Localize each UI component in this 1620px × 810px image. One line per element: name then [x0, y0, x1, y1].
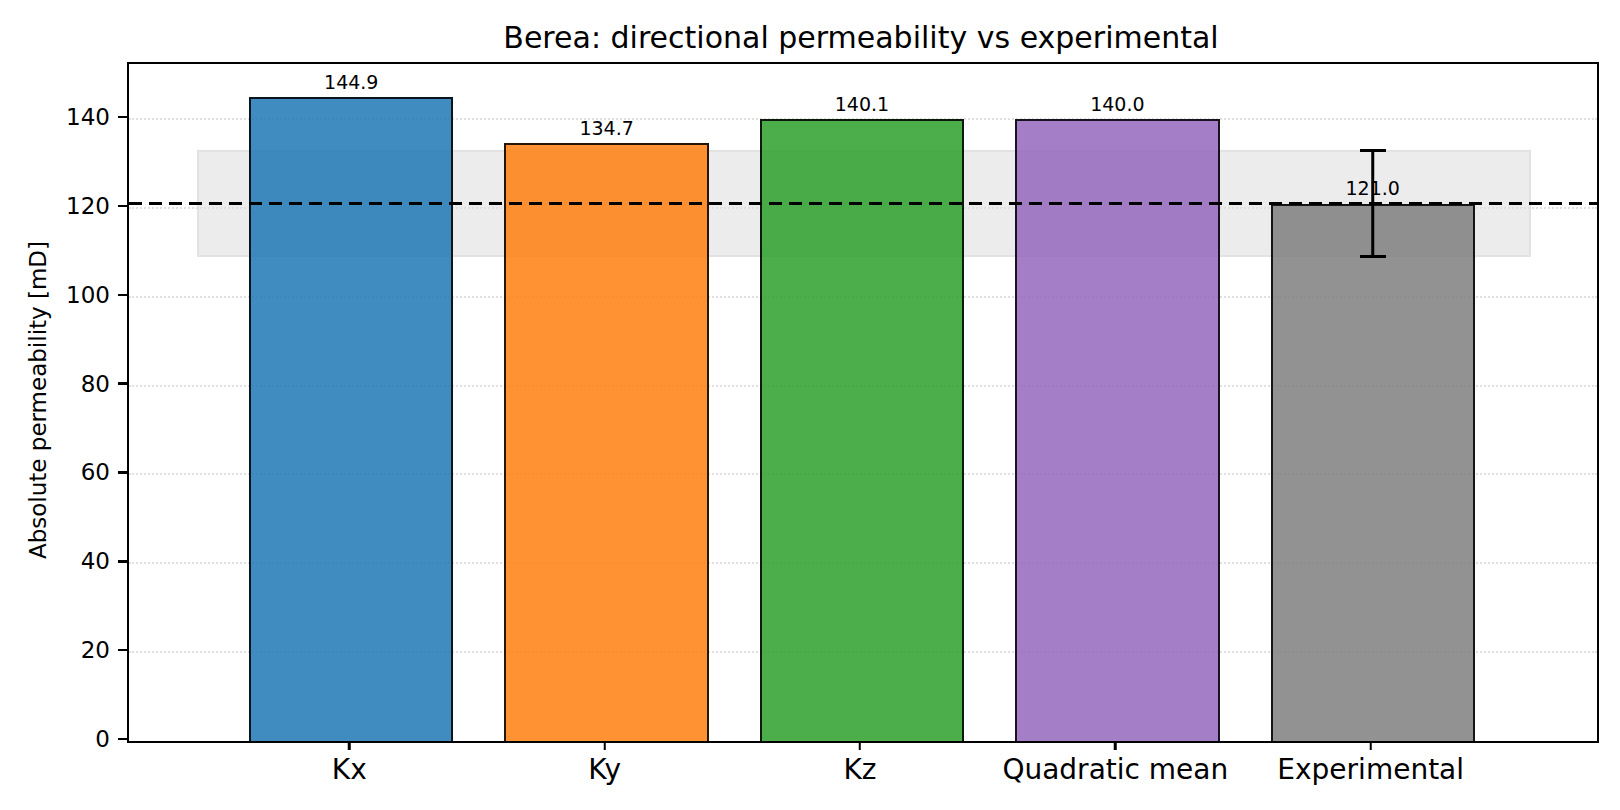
x-tick	[603, 741, 606, 750]
y-tick-label: 40	[81, 548, 110, 574]
x-tick-label: Ky	[588, 753, 621, 786]
y-tick	[118, 382, 127, 385]
bar-value-label: 140.1	[835, 93, 889, 115]
bar-kz	[760, 119, 964, 741]
chart-figure: Berea: directional permeability vs exper…	[0, 0, 1620, 810]
y-tick	[118, 471, 127, 474]
x-tick	[348, 741, 351, 750]
x-tick	[859, 741, 862, 750]
bar-experimental	[1271, 204, 1475, 742]
x-tick-label: Kz	[843, 753, 876, 786]
bar-quadratic-mean	[1015, 119, 1219, 741]
y-tick-label: 140	[66, 104, 110, 130]
plot-area: 144.9134.7140.1140.0121.0	[127, 62, 1599, 743]
bar-value-label: 140.0	[1090, 93, 1144, 115]
x-axis: Kx Ky Kz Quadratic mean Experimental	[127, 741, 1595, 801]
y-tick-label: 100	[66, 282, 110, 308]
error-bar-bottom-cap	[1360, 255, 1386, 259]
y-tick	[118, 205, 127, 208]
y-tick-label: 20	[81, 637, 110, 663]
y-tick-label: 80	[81, 371, 110, 397]
y-tick-label: 0	[95, 726, 110, 752]
y-axis: 020406080100120140	[0, 62, 127, 739]
y-tick-label: 120	[66, 193, 110, 219]
x-tick	[1114, 741, 1117, 750]
y-tick	[118, 649, 127, 652]
y-tick	[118, 560, 127, 563]
error-bar-top-cap	[1360, 149, 1386, 153]
y-tick	[118, 738, 127, 741]
x-tick-label: Experimental	[1277, 753, 1464, 786]
x-tick-label: Kx	[332, 753, 367, 786]
bar-kx	[249, 97, 453, 741]
bar-value-label: 134.7	[579, 117, 633, 139]
experimental-reference-line	[129, 202, 1597, 205]
x-tick-label: Quadratic mean	[1002, 753, 1228, 786]
bar-value-label: 144.9	[324, 71, 378, 93]
chart-title: Berea: directional permeability vs exper…	[127, 20, 1595, 55]
x-tick	[1369, 741, 1372, 750]
error-bar	[1371, 150, 1375, 257]
bar-ky	[504, 143, 708, 741]
y-tick-label: 60	[81, 459, 110, 485]
y-tick	[118, 116, 127, 119]
y-tick	[118, 294, 127, 297]
